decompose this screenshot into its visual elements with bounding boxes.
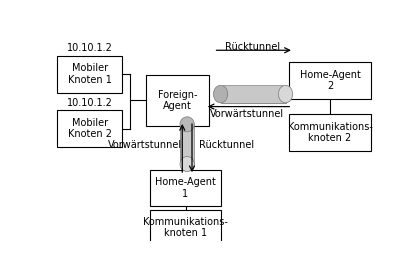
Text: Mobiler
Knoten 1: Mobiler Knoten 1 bbox=[68, 63, 111, 85]
Polygon shape bbox=[220, 85, 285, 103]
Text: Mobiler
Knoten 2: Mobiler Knoten 2 bbox=[68, 118, 112, 139]
Ellipse shape bbox=[180, 156, 194, 172]
FancyBboxPatch shape bbox=[289, 114, 371, 151]
Text: Home-Agent
2: Home-Agent 2 bbox=[300, 70, 360, 91]
Text: Kommunikations-
knoten 2: Kommunikations- knoten 2 bbox=[287, 122, 372, 143]
FancyBboxPatch shape bbox=[57, 110, 122, 147]
Ellipse shape bbox=[278, 85, 293, 103]
FancyBboxPatch shape bbox=[150, 170, 221, 206]
Text: Foreign-
Agent: Foreign- Agent bbox=[158, 89, 197, 111]
Text: Kommunikations-
knoten 1: Kommunikations- knoten 1 bbox=[143, 217, 228, 238]
Polygon shape bbox=[180, 124, 194, 164]
FancyBboxPatch shape bbox=[146, 75, 209, 126]
Text: Vorwärtstunnel: Vorwärtstunnel bbox=[210, 109, 284, 119]
Text: 10.10.1.2: 10.10.1.2 bbox=[67, 98, 113, 108]
Ellipse shape bbox=[180, 117, 194, 132]
FancyBboxPatch shape bbox=[150, 210, 221, 245]
FancyBboxPatch shape bbox=[57, 56, 122, 92]
Text: Rücktunnel: Rücktunnel bbox=[225, 42, 280, 52]
Ellipse shape bbox=[213, 85, 228, 103]
Text: Home-Agent
1: Home-Agent 1 bbox=[155, 177, 216, 199]
Text: Rücktunnel: Rücktunnel bbox=[199, 140, 253, 150]
Text: 10.10.1.2: 10.10.1.2 bbox=[67, 43, 113, 53]
Text: Vorwärtstunnel: Vorwärtstunnel bbox=[108, 140, 182, 150]
FancyBboxPatch shape bbox=[289, 62, 371, 99]
